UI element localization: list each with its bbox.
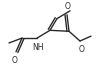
Text: NH: NH	[32, 43, 44, 52]
Text: O: O	[12, 56, 18, 65]
Text: O: O	[79, 45, 85, 54]
Text: O: O	[65, 2, 71, 11]
